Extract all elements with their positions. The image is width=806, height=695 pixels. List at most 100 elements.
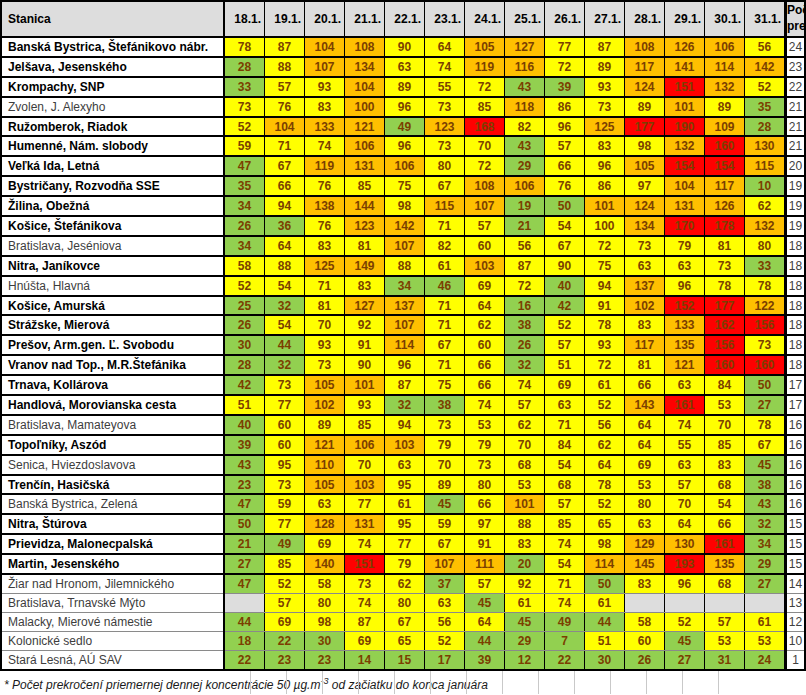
value-cell: 54 — [705, 494, 745, 514]
value-cell: 91 — [345, 335, 385, 355]
value-cell: 80 — [425, 156, 465, 176]
value-cell: 80 — [625, 494, 665, 514]
value-cell: 105 — [465, 37, 505, 57]
value-cell: 53 — [625, 475, 665, 495]
value-cell: 83 — [585, 136, 625, 156]
count-cell: 18 — [786, 335, 806, 355]
data-table: Stanica 18.1.19.1.20.1.21.1.22.1.23.1.24… — [0, 0, 806, 671]
value-cell: 84 — [545, 435, 585, 455]
value-cell: 32 — [505, 355, 545, 375]
value-cell: 52 — [265, 574, 305, 593]
value-cell: 168 — [465, 117, 505, 137]
value-cell: 19 — [505, 196, 545, 216]
value-cell: 66 — [705, 514, 745, 534]
value-cell: 98 — [585, 534, 625, 554]
count-cell: 15 — [786, 534, 806, 554]
value-cell: 64 — [465, 296, 505, 316]
value-cell: 66 — [465, 375, 505, 395]
column-header-date: 25.1. — [505, 1, 545, 37]
value-cell: 177 — [705, 296, 745, 316]
value-cell: 107 — [465, 196, 505, 216]
value-cell: 80 — [465, 475, 505, 495]
value-cell: 98 — [625, 136, 665, 156]
value-cell: 28 — [224, 57, 265, 77]
value-cell: 89 — [705, 97, 745, 117]
value-cell: 101 — [665, 97, 705, 117]
column-header-date: 28.1. — [625, 1, 665, 37]
station-cell: Strážske, Mierová — [1, 315, 224, 335]
count-cell: 15 — [786, 514, 806, 534]
value-cell: 72 — [465, 77, 505, 97]
value-cell: 22 — [265, 631, 305, 650]
value-cell: 73 — [305, 355, 345, 375]
value-cell: 88 — [265, 256, 305, 276]
table-row: Martin, Jesenského2785140151791071112054… — [1, 554, 805, 574]
value-cell: 97 — [625, 176, 665, 196]
value-cell: 101 — [585, 196, 625, 216]
value-cell: 59 — [425, 514, 465, 534]
value-cell: 130 — [665, 534, 705, 554]
value-cell: 106 — [385, 156, 425, 176]
column-header-station: Stanica — [1, 1, 224, 37]
value-cell: 69 — [345, 631, 385, 650]
value-cell: 51 — [585, 631, 625, 650]
value-cell: 73 — [625, 236, 665, 256]
value-cell: 96 — [385, 97, 425, 117]
value-cell: 135 — [665, 335, 705, 355]
value-cell: 78 — [224, 37, 265, 57]
value-cell: 54 — [545, 216, 585, 236]
value-cell: 32 — [265, 296, 305, 316]
value-cell: 85 — [545, 514, 585, 534]
value-cell: 56 — [425, 612, 465, 631]
value-cell: 44 — [465, 631, 505, 650]
count-cell: 17 — [786, 395, 806, 415]
value-cell: 161 — [665, 395, 705, 415]
table-row: Prešov, Arm.gen. Ľ. Svobodu3044939111467… — [1, 335, 805, 355]
count-cell: 18 — [786, 315, 806, 335]
value-cell: 26 — [625, 650, 665, 669]
value-cell: 108 — [345, 37, 385, 57]
value-cell: 67 — [425, 335, 465, 355]
value-cell: 45 — [505, 612, 545, 631]
count-cell: 12 — [786, 612, 806, 631]
station-cell: Košice, Štefánikova — [1, 216, 224, 236]
value-cell: 143 — [625, 395, 665, 415]
value-cell: 34 — [224, 196, 265, 216]
value-cell: 121 — [345, 117, 385, 137]
value-cell: 70 — [305, 315, 345, 335]
value-cell: 66 — [545, 156, 585, 176]
value-cell: 85 — [345, 415, 385, 435]
value-cell: 131 — [345, 156, 385, 176]
value-cell: 50 — [585, 574, 625, 593]
value-cell: 72 — [585, 355, 625, 375]
value-cell: 156 — [705, 335, 745, 355]
value-cell: 79 — [665, 236, 705, 256]
table-row: Nitra, Štúrova50771281319559978885656364… — [1, 514, 805, 534]
value-cell: 90 — [385, 37, 425, 57]
value-cell: 72 — [505, 276, 545, 296]
value-cell: 106 — [345, 435, 385, 455]
station-cell: Bystričany, Rozvodňa SSE — [1, 176, 224, 196]
value-cell: 55 — [425, 77, 465, 97]
value-cell: 64 — [265, 236, 305, 256]
station-cell: Zvolen, J. Alexyho — [1, 97, 224, 117]
value-cell: 106 — [705, 37, 745, 57]
station-cell: Malacky, Mierové námestie — [1, 612, 224, 631]
station-cell: Prešov, Arm.gen. Ľ. Svobodu — [1, 335, 224, 355]
value-cell: 83 — [305, 97, 345, 117]
count-cell: 1 — [786, 650, 806, 669]
value-cell: 85 — [465, 97, 505, 117]
station-cell: Bratislava, Jeséniova — [1, 236, 224, 256]
value-cell: 83 — [625, 315, 665, 335]
count-cell: 16 — [786, 475, 806, 495]
value-cell: 102 — [625, 296, 665, 316]
value-cell: 89 — [625, 97, 665, 117]
value-cell: 61 — [505, 593, 545, 612]
value-cell — [745, 593, 786, 612]
table-row: Kolonické sedlo1822306965524429751604553… — [1, 631, 805, 650]
value-cell: 78 — [585, 475, 625, 495]
value-cell: 62 — [385, 574, 425, 593]
value-cell: 103 — [465, 256, 505, 276]
value-cell: 67 — [745, 435, 786, 455]
value-cell: 107 — [385, 315, 425, 335]
